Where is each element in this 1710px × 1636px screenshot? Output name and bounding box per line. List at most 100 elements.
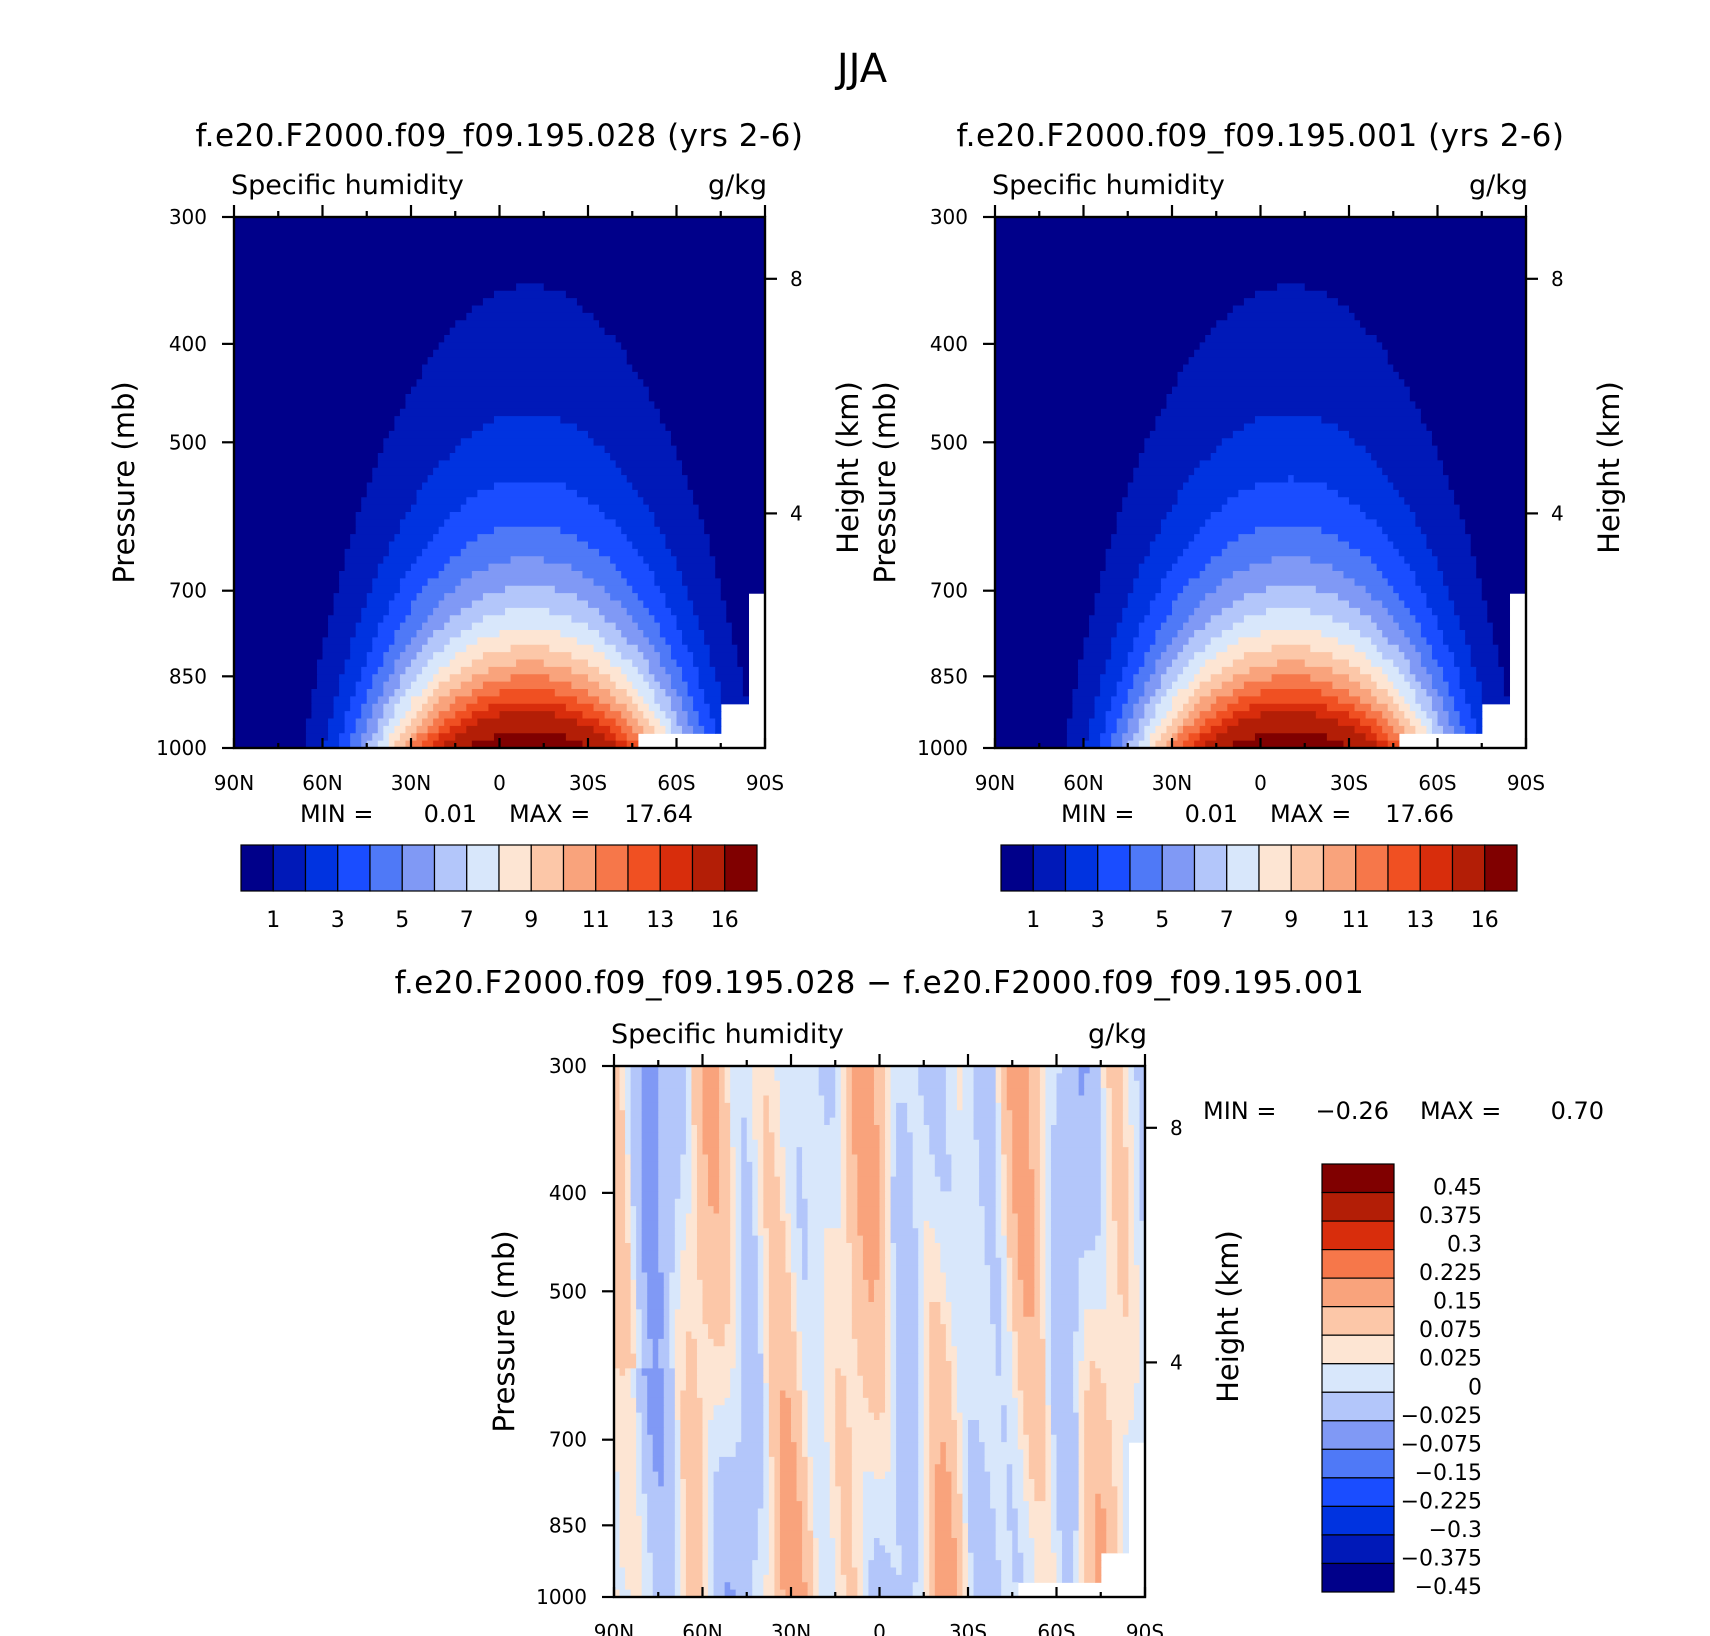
colorbar-swatch <box>659 844 694 892</box>
x-tick-label: 0 <box>873 1620 886 1636</box>
y-tick-label: 300 <box>930 205 968 229</box>
y-tick-label: 500 <box>549 1279 587 1303</box>
colorbar-swatch <box>562 844 597 892</box>
colorbar-swatch <box>627 844 661 892</box>
x-tick-label: 60S <box>657 771 695 795</box>
colorbar-label: −0.075 <box>1401 1432 1482 1457</box>
y-tick-label: 400 <box>549 1181 587 1205</box>
colorbar-swatch <box>1321 1220 1395 1251</box>
variable-label: Specific humidity <box>611 1019 844 1050</box>
min-label: MIN = <box>300 800 373 828</box>
colorbar-swatch <box>1097 844 1131 892</box>
y-tick-label: 850 <box>930 664 968 688</box>
y-tick-label: 1000 <box>156 736 207 760</box>
colorbar-swatch <box>1321 1363 1395 1393</box>
min-label: MIN = <box>1061 800 1134 828</box>
contour-field <box>234 217 766 749</box>
x-tick-label: 90S <box>1126 1620 1164 1636</box>
y-tick-label: 500 <box>930 430 968 454</box>
y-tick-label: 1000 <box>917 736 968 760</box>
colorbar-label: 0.15 <box>1433 1290 1482 1315</box>
y-tick-label: 700 <box>549 1428 587 1452</box>
colorbar-swatch <box>1451 844 1486 892</box>
colorbar-label: 3 <box>331 908 345 933</box>
y-axis-label: Pressure (mb) <box>107 381 141 583</box>
colorbar-label: 16 <box>711 908 739 933</box>
colorbar-swatch <box>1193 844 1228 892</box>
figure-title: JJA <box>834 46 888 92</box>
colorbar-label: −0.15 <box>1415 1461 1482 1486</box>
units-label: g/kg <box>1088 1019 1147 1050</box>
colorbar-swatch <box>1321 1477 1395 1508</box>
colorbar-label: −0.025 <box>1401 1404 1482 1429</box>
colorbar-swatch <box>1321 1534 1395 1565</box>
x-tick-label: 60N <box>1063 771 1103 795</box>
x-tick-label: 60S <box>1037 1620 1075 1636</box>
colorbar-label: −0.225 <box>1401 1489 1482 1514</box>
y-tick-label: 300 <box>169 205 207 229</box>
x-tick-label: 60S <box>1418 771 1456 795</box>
colorbar-label: 9 <box>1284 908 1298 933</box>
colorbar: 0.45 0.375 0.3 0.225 0.15 0.075 0.025 0 −0.025 −0… <box>1321 1163 1482 1600</box>
colorbar-swatch <box>1226 844 1260 892</box>
colorbar-swatch <box>401 844 436 892</box>
y-tick-label: 500 <box>169 430 207 454</box>
colorbar-swatch <box>691 844 726 892</box>
panel-left: f.e20.F2000.f09_f09.195.028 (yrs 2-6) Spe… <box>107 118 865 933</box>
y-right-tick-label: 8 <box>1551 267 1564 291</box>
colorbar: 1 3 5 7 9 11 13 16 <box>1000 844 1518 933</box>
colorbar-swatch <box>240 844 274 892</box>
min-value: 0.01 <box>424 800 477 828</box>
panel-title: f.e20.F2000.f09_f09.195.028 (yrs 2-6) <box>196 118 804 154</box>
colorbar-label: 13 <box>1406 908 1434 933</box>
y-right-axis-label: Height (km) <box>1211 1230 1245 1403</box>
x-tick-label: 90N <box>975 771 1015 795</box>
min-value: 0.01 <box>1185 800 1238 828</box>
max-label: MAX = <box>1270 800 1351 828</box>
colorbar-swatch <box>272 844 307 892</box>
colorbar-swatch <box>1387 844 1421 892</box>
min-label: MIN = <box>1203 1097 1276 1125</box>
colorbar-label: 0.025 <box>1419 1347 1482 1372</box>
y-tick-label: 700 <box>169 579 207 603</box>
colorbar-swatch <box>433 844 468 892</box>
colorbar-label: 0 <box>1468 1375 1482 1400</box>
colorbar-swatch <box>1355 844 1389 892</box>
contour-field <box>614 1066 1146 1598</box>
panel-title: f.e20.F2000.f09_f09.195.001 (yrs 2-6) <box>957 118 1565 154</box>
panel-difference: f.e20.F2000.f09_f09.195.028 − f.e20.F200… <box>395 965 1604 1636</box>
colorbar-swatch <box>1321 1277 1395 1308</box>
colorbar-label: 7 <box>1220 908 1234 933</box>
colorbar-swatch <box>1322 844 1357 892</box>
x-tick-label: 0 <box>493 771 506 795</box>
colorbar: 1 3 5 7 9 11 13 16 <box>240 844 758 933</box>
x-tick-label: 30N <box>1152 771 1192 795</box>
colorbar-swatch <box>595 844 629 892</box>
colorbar-swatch <box>1129 844 1163 892</box>
colorbar-swatch <box>466 844 500 892</box>
max-value: 0.70 <box>1551 1097 1604 1125</box>
colorbar-swatch <box>1161 844 1196 892</box>
x-tick-label: 30S <box>1330 771 1368 795</box>
colorbar-label: 16 <box>1471 908 1499 933</box>
colorbar-swatch <box>724 844 758 892</box>
colorbar-label: 3 <box>1091 908 1105 933</box>
colorbar-label: 0.45 <box>1433 1176 1482 1201</box>
colorbar-label: 0.225 <box>1419 1261 1482 1286</box>
colorbar-swatch <box>1321 1191 1395 1222</box>
colorbar-swatch <box>498 844 532 892</box>
max-value: 17.64 <box>624 800 693 828</box>
contour-field <box>995 217 1527 749</box>
colorbar-swatch <box>1290 844 1325 892</box>
x-tick-label: 0 <box>1254 771 1267 795</box>
y-axis-label: Pressure (mb) <box>487 1230 521 1432</box>
colorbar-label: 0.3 <box>1447 1233 1482 1258</box>
y-right-tick-label: 4 <box>790 501 803 525</box>
colorbar-label: −0.3 <box>1429 1518 1482 1543</box>
colorbar-swatch <box>1321 1306 1395 1336</box>
colorbar-swatch <box>1321 1391 1395 1422</box>
max-value: 17.66 <box>1385 800 1454 828</box>
colorbar-label: 5 <box>395 908 409 933</box>
colorbar-swatch <box>1484 844 1518 892</box>
colorbar-swatch <box>1064 844 1099 892</box>
